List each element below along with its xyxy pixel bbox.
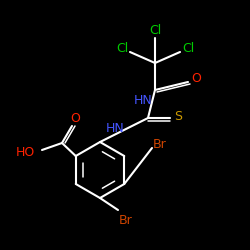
Text: Cl: Cl	[116, 42, 128, 54]
Text: HN: HN	[134, 94, 152, 106]
Text: Cl: Cl	[182, 42, 194, 54]
Text: O: O	[70, 112, 80, 126]
Text: HN: HN	[106, 122, 124, 134]
Text: HO: HO	[16, 146, 35, 158]
Text: O: O	[191, 72, 201, 85]
Text: S: S	[174, 110, 182, 124]
Text: Br: Br	[119, 214, 133, 226]
Text: Br: Br	[153, 138, 167, 151]
Text: Cl: Cl	[149, 24, 161, 36]
